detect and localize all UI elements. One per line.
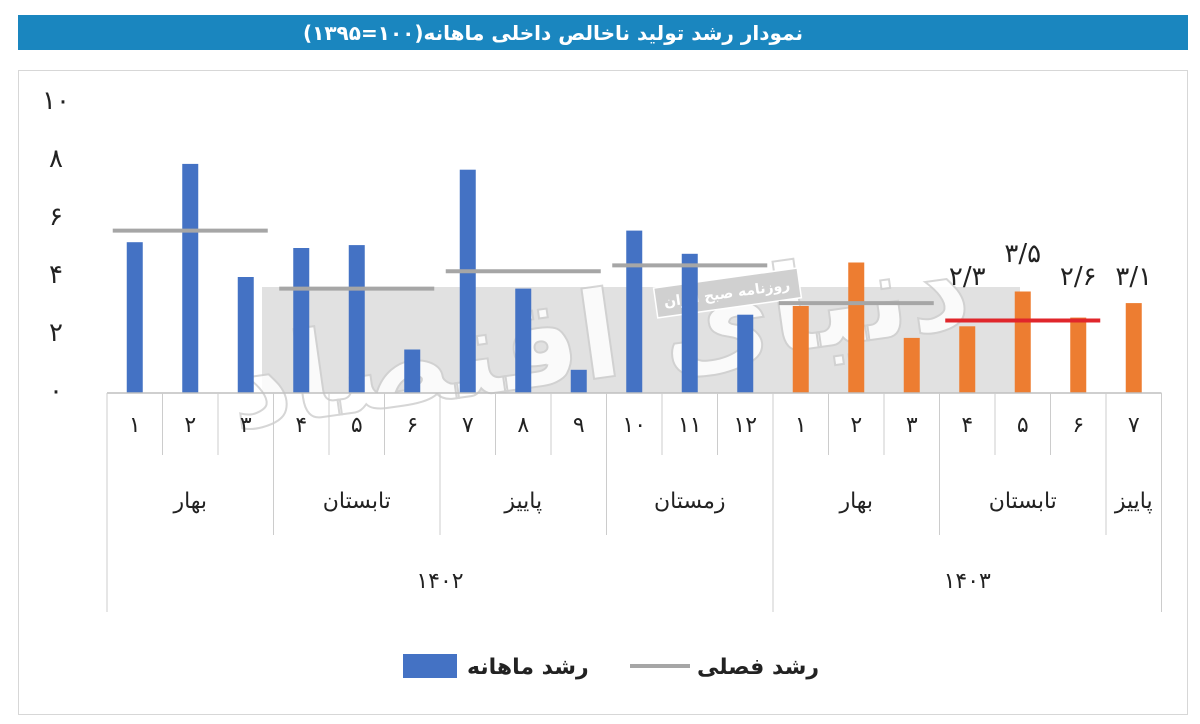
month-label: ۱۲ [733,413,757,438]
bar-monthly [681,253,698,393]
watermark-text: دنیای اقتصاد [220,217,978,458]
bar-monthly [737,314,754,393]
month-label: ۲ [850,413,862,438]
bar-monthly [903,337,920,393]
year-label: ۱۴۰۲ [416,569,463,594]
legend-label-seasonal: رشد فصلی [697,655,819,680]
month-label: ۸ [517,413,529,438]
bar-monthly [1125,303,1142,393]
bar-monthly [126,242,143,393]
bar-monthly [515,288,532,393]
bar-monthly [293,248,310,393]
data-label: ۲/۳ [949,262,986,292]
month-label: ۷ [462,413,474,438]
month-label: ۹ [573,413,585,438]
season-label: بهار [838,489,873,514]
month-label: ۴ [295,413,307,438]
y-tick-label: ۲ [49,318,63,348]
year-label: ۱۴۰۳ [944,569,991,594]
month-label: ۵ [1017,413,1029,438]
month-label: ۱ [795,413,807,438]
month-label: ۷ [1128,413,1140,438]
month-label: ۳ [906,413,918,438]
month-label: ۴ [961,413,973,438]
bar-monthly [182,163,199,393]
bar-monthly [404,349,421,393]
bar-monthly [570,369,587,393]
season-label: پاییز [1114,489,1153,514]
bar-monthly [1014,291,1031,393]
bar-monthly [348,245,365,393]
data-label: ۳/۵ [1004,239,1041,269]
month-label: ۵ [351,413,363,438]
season-label: پاییز [503,489,542,514]
month-label: ۶ [1072,413,1084,438]
data-label: ۲/۶ [1060,262,1097,292]
bar-monthly [237,277,254,393]
season-label: بهار [172,489,207,514]
bar-monthly [792,306,809,393]
legend-label-monthly: رشد ماهانه [467,655,589,680]
month-label: ۱ [129,413,141,438]
month-label: ۱۱ [678,413,702,438]
bar-monthly [848,262,865,393]
month-label: ۶ [406,413,418,438]
y-tick-label: ۴ [49,260,63,290]
month-label: ۳ [240,413,252,438]
season-label: تابستان [989,489,1057,514]
y-tick-label: ۰ [49,376,63,406]
data-label: ۳/۱ [1115,262,1152,292]
title-bar: نمودار رشد تولید ناخالص داخلی ماهانه(۱۰۰… [18,15,1188,50]
season-label: تابستان [323,489,391,514]
chart-title: نمودار رشد تولید ناخالص داخلی ماهانه(۱۰۰… [303,21,803,45]
month-label: ۱۰ [622,413,646,438]
legend-swatch-monthly [403,654,457,678]
bar-monthly [626,230,643,393]
bar-monthly [959,326,976,393]
season-label: زمستان [654,489,726,514]
month-label: ۲ [184,413,196,438]
y-tick-label: ۱۰ [42,86,70,116]
bar-monthly [1070,317,1087,393]
y-tick-label: ۸ [49,144,63,174]
y-tick-label: ۶ [49,202,63,232]
chart-frame [18,70,1188,715]
bar-monthly [459,169,476,393]
